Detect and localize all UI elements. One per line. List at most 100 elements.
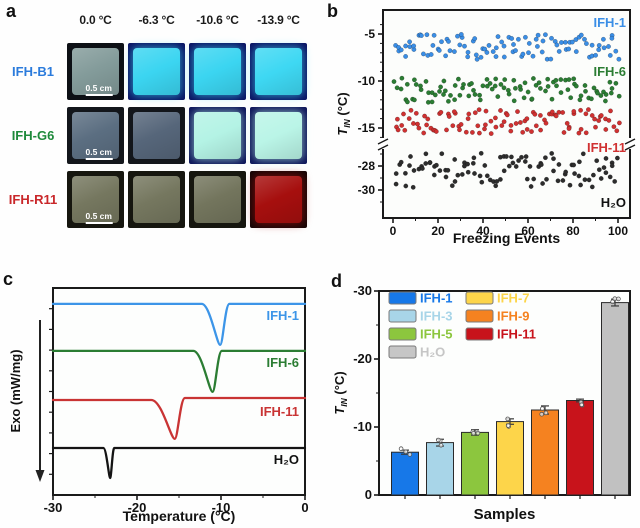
data-point: [492, 115, 498, 121]
sample-square: [255, 48, 302, 95]
data-point: [513, 164, 519, 169]
sample-square: [72, 176, 119, 223]
data-point: [586, 177, 592, 183]
data-point: [589, 113, 595, 118]
data-point: [508, 128, 514, 134]
data-point: [606, 117, 612, 123]
data-point: [596, 42, 602, 48]
data-point: [596, 118, 602, 124]
data-point: [501, 54, 507, 60]
data-point: [449, 183, 455, 189]
scatter-series-IFH-11: [394, 107, 622, 137]
data-point: [411, 77, 417, 83]
legend-label-IFH-3: IFH-3: [420, 309, 453, 324]
sample-square: [72, 48, 119, 95]
data-point: [399, 122, 405, 128]
data-point: [524, 126, 530, 132]
data-point: [411, 168, 417, 173]
series-label-H₂O: H₂O: [274, 452, 299, 467]
data-point: [526, 40, 532, 46]
series-label-IFH-6: IFH-6: [267, 355, 300, 370]
data-point: [431, 32, 437, 38]
data-point: [430, 42, 436, 48]
data-point: [421, 130, 427, 136]
legend-label-IFH-7: IFH-7: [497, 291, 530, 306]
data-point: [441, 92, 446, 97]
data-point: [588, 96, 594, 102]
data-point: [478, 54, 484, 60]
sample-square: [255, 112, 302, 159]
data-point: [501, 168, 507, 174]
data-point: [493, 76, 499, 82]
data-point: [598, 113, 604, 118]
data-point: [404, 81, 410, 87]
data-point: [582, 83, 588, 88]
data-point: [499, 123, 505, 129]
replicate-point: [505, 416, 511, 422]
data-point: [472, 36, 478, 42]
sample-square: [194, 176, 241, 223]
data-point: [407, 39, 413, 45]
data-point: [461, 163, 467, 169]
data-point: [515, 109, 520, 115]
data-point: [543, 120, 549, 126]
data-point: [429, 99, 435, 105]
data-point: [493, 124, 499, 130]
data-point: [413, 82, 419, 87]
data-point: [476, 130, 482, 136]
data-point: [448, 92, 453, 98]
data-point: [428, 52, 434, 57]
data-point: [451, 49, 457, 55]
x-tick-label: 80: [566, 224, 580, 238]
x-tick-label: 0: [390, 224, 397, 238]
y-tick-label: -28: [358, 159, 376, 173]
data-point: [433, 129, 439, 134]
data-point: [466, 111, 472, 117]
data-point: [420, 51, 426, 57]
data-point: [549, 109, 555, 115]
y-tick-label: -20: [353, 351, 372, 366]
data-point: [578, 93, 584, 99]
data-point: [539, 49, 545, 55]
scatter-series-IFH-6: [391, 75, 622, 105]
sample-photo-cell: 0.5 cm: [67, 107, 124, 164]
data-point: [530, 76, 536, 81]
data-point: [493, 54, 499, 60]
data-point: [482, 163, 488, 168]
data-point: [443, 174, 449, 180]
data-point: [406, 116, 412, 122]
data-point: [607, 79, 613, 85]
data-point: [498, 108, 503, 113]
data-point: [442, 88, 448, 94]
data-point: [493, 183, 499, 189]
data-point: [533, 123, 539, 129]
data-point: [531, 176, 537, 182]
data-point: [480, 83, 486, 89]
data-point: [576, 130, 582, 136]
data-point: [573, 37, 579, 43]
scale-bar-label: 0.5 cm: [85, 146, 112, 157]
data-point: [508, 122, 514, 128]
data-point: [437, 88, 442, 94]
data-point: [529, 129, 534, 135]
bar-IFH-7: [496, 421, 524, 496]
data-point: [451, 109, 457, 115]
data-point: [395, 127, 401, 133]
data-point: [542, 155, 548, 161]
data-point: [552, 38, 558, 44]
scale-bar-line: [85, 94, 113, 96]
x-tick-label: -10: [212, 500, 231, 515]
data-point: [594, 158, 600, 164]
data-point: [583, 111, 589, 117]
data-point: [564, 120, 570, 126]
data-point: [490, 49, 496, 55]
data-point: [465, 161, 471, 167]
data-point: [501, 119, 507, 125]
legend-swatch-H₂O: [388, 345, 417, 359]
data-point: [592, 116, 598, 122]
data-point: [484, 173, 490, 179]
dsc-curve-IFH-11: [51, 396, 307, 441]
data-point: [528, 184, 534, 189]
data-point: [589, 42, 595, 48]
